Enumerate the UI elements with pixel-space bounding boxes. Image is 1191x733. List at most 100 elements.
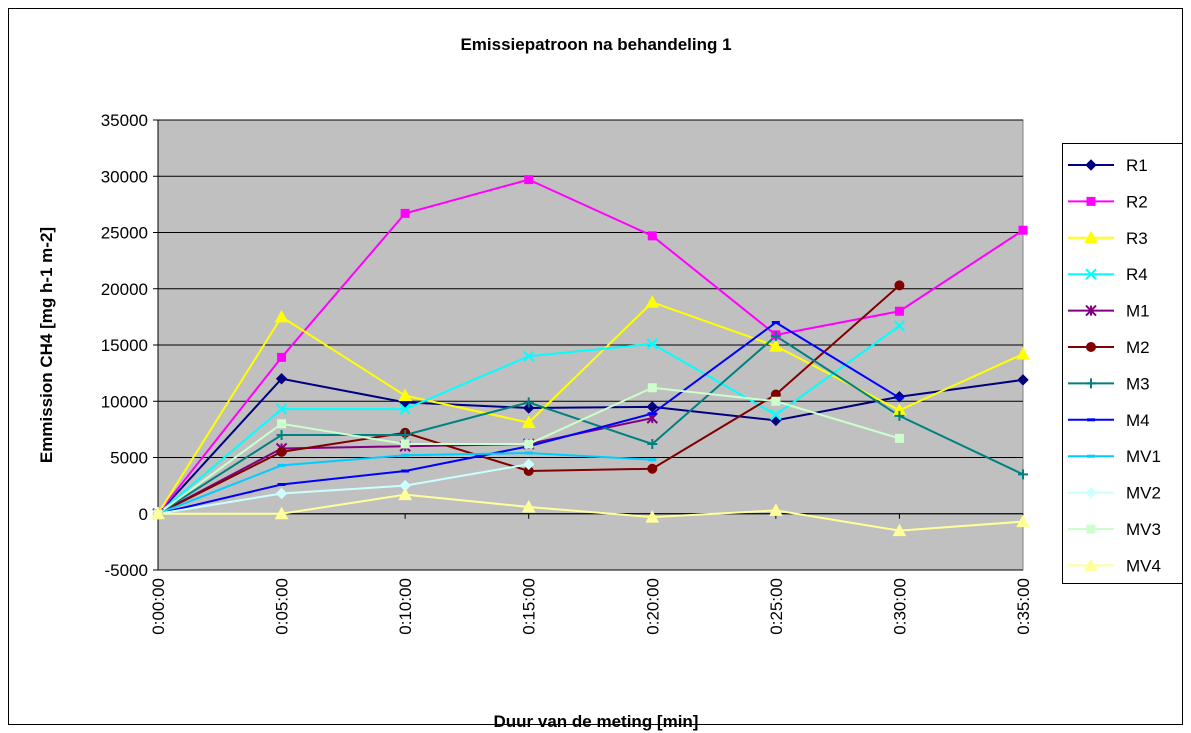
legend-label: R2	[1126, 192, 1148, 211]
marker	[770, 331, 781, 341]
marker	[523, 402, 535, 414]
legend-label: M3	[1126, 374, 1150, 393]
marker	[1086, 378, 1096, 389]
marker	[645, 295, 660, 308]
marker	[523, 397, 534, 408]
marker	[894, 306, 904, 316]
legend	[1062, 143, 1183, 584]
legend-label: MV4	[1126, 556, 1161, 575]
marker	[1085, 268, 1097, 280]
legend-label: R4	[1126, 265, 1148, 284]
marker	[645, 510, 660, 523]
x-axis-title: Duur van de meting [min]	[494, 712, 699, 731]
marker	[648, 412, 657, 416]
y-tick-label: 20000	[101, 280, 148, 299]
marker	[398, 487, 412, 501]
y-tick-label: 5000	[110, 449, 148, 468]
marker	[647, 231, 657, 241]
marker	[1084, 558, 1098, 571]
marker	[277, 419, 287, 429]
marker	[277, 463, 286, 467]
marker	[151, 506, 165, 520]
marker	[893, 320, 906, 332]
y-tick-label: 0	[139, 505, 148, 524]
marker	[274, 309, 289, 323]
marker	[769, 339, 783, 352]
marker	[1085, 486, 1097, 499]
x-tick-label: 0:00:00	[149, 578, 168, 635]
marker	[275, 403, 288, 415]
legend-label: MV2	[1126, 484, 1161, 503]
marker	[400, 208, 410, 218]
series-line	[158, 493, 1024, 532]
marker	[1018, 225, 1028, 235]
marker	[1017, 374, 1029, 386]
marker	[277, 483, 286, 486]
marker	[892, 523, 907, 537]
marker	[647, 439, 658, 449]
marker	[523, 350, 535, 362]
marker	[894, 433, 904, 443]
x-tick-label: 0:30:00	[890, 578, 909, 635]
marker	[770, 409, 782, 421]
marker	[400, 439, 410, 449]
marker	[648, 458, 657, 462]
y-tick-label: 10000	[101, 392, 148, 411]
marker	[1085, 304, 1097, 317]
y-tick-label: 35000	[101, 111, 148, 130]
x-tick-label: 0:15:00	[520, 578, 539, 635]
y-tick-label: -5000	[105, 561, 148, 580]
marker	[1086, 342, 1096, 352]
legend-label: MV1	[1126, 447, 1161, 466]
marker	[401, 453, 410, 457]
marker	[275, 487, 288, 500]
marker	[1018, 469, 1028, 480]
legend-label: MV3	[1126, 520, 1161, 539]
marker	[771, 321, 780, 324]
marker	[275, 373, 288, 385]
marker	[276, 430, 287, 440]
legend-label: M2	[1126, 338, 1150, 357]
series-line	[157, 301, 1024, 515]
x-tick-label: 0:20:00	[643, 578, 662, 635]
marker	[524, 439, 534, 449]
marker	[647, 383, 657, 393]
legend-label: R3	[1126, 229, 1148, 248]
marker	[400, 430, 411, 440]
series-line	[157, 334, 1024, 515]
marker	[1086, 524, 1096, 534]
legend-label: R1	[1126, 156, 1148, 175]
legend-label: M4	[1126, 411, 1150, 430]
marker	[1016, 346, 1030, 360]
chart-title: Emissiepatroon na behandeling 1	[460, 35, 731, 54]
marker	[769, 503, 783, 516]
series-line	[157, 463, 529, 515]
marker	[523, 458, 535, 470]
legend-label: M1	[1126, 302, 1150, 321]
marker	[276, 446, 287, 457]
marker	[1084, 230, 1098, 244]
marker	[1085, 159, 1097, 171]
series-line	[157, 178, 1024, 515]
marker	[647, 463, 658, 474]
marker	[524, 451, 533, 455]
marker	[646, 338, 658, 350]
marker	[1016, 514, 1030, 528]
marker	[894, 280, 905, 291]
marker	[399, 403, 411, 415]
marker	[524, 175, 534, 185]
y-tick-label: 15000	[101, 336, 148, 355]
marker	[398, 388, 412, 402]
marker	[1087, 418, 1095, 422]
marker	[895, 396, 904, 400]
marker	[1087, 454, 1095, 458]
y-tick-label: 25000	[101, 224, 148, 243]
x-tick-label: 0:35:00	[1014, 578, 1033, 635]
marker	[646, 401, 658, 413]
marker	[894, 410, 905, 421]
marker	[274, 506, 289, 520]
x-tick-label: 0:10:00	[396, 578, 415, 635]
y-tick-label: 30000	[101, 167, 148, 186]
x-tick-label: 0:25:00	[767, 578, 786, 635]
